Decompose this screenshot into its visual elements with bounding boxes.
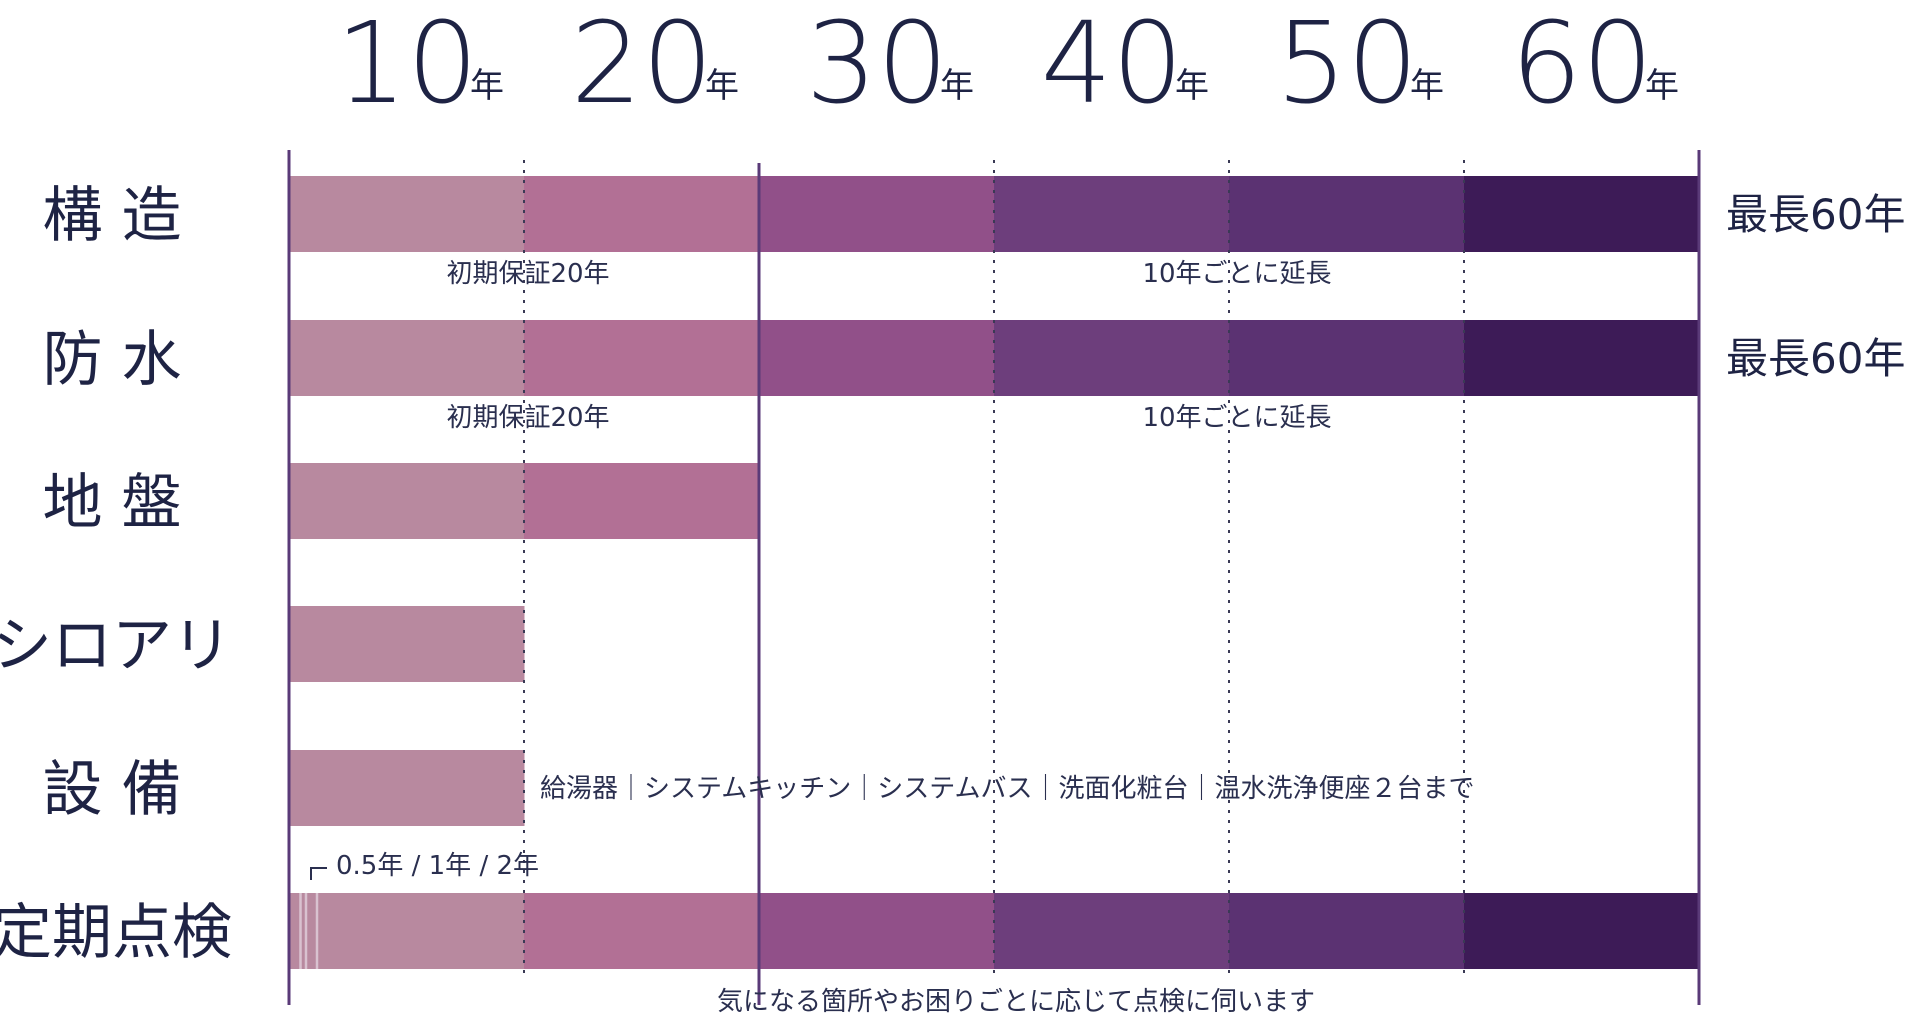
extension-note: 10年ごとに延長: [1142, 259, 1331, 289]
bar-segment: [289, 176, 525, 252]
year-unit-label: 年: [1410, 66, 1444, 106]
bracket-icon: [310, 867, 327, 880]
grid-layer: [523, 160, 1465, 980]
bar-segment: [994, 893, 1230, 969]
bar-segment: [1464, 176, 1700, 252]
bar-segment: [524, 176, 760, 252]
bar-segment: [289, 750, 525, 826]
bar-segment: [1229, 176, 1465, 252]
initial-warranty-note: 初期保証20年: [446, 259, 609, 289]
max-period-label: 最長60年: [1726, 334, 1905, 383]
bar-segment: [289, 606, 525, 682]
category-label: 防 水: [42, 325, 181, 395]
bar-segment: [524, 320, 760, 396]
inspection-note: 気になる箇所やお困りごとに応じて点検に伺います: [717, 987, 1315, 1017]
year-unit-label: 年: [470, 66, 504, 106]
category-label: 定期点検: [0, 898, 232, 968]
category-label: シロアリ: [0, 611, 232, 681]
year-tick-label: 10: [336, 0, 479, 129]
bar-segment: [759, 320, 995, 396]
bar-segment: [1229, 893, 1465, 969]
bar-segment: [289, 893, 525, 969]
bar-segment: [759, 893, 995, 969]
extension-note: 10年ごとに延長: [1142, 403, 1331, 433]
year-unit-label: 年: [1175, 66, 1209, 106]
bars-layer: [289, 176, 1700, 969]
bar-segment: [994, 320, 1230, 396]
bar-segment: [524, 893, 760, 969]
equipment-list-note: 給湯器｜システムキッチン｜システムバス｜洗面化粧台｜温水洗浄便座２台まで: [540, 774, 1474, 804]
bar-segment: [1464, 893, 1700, 969]
year-tick-label: 40: [1041, 0, 1184, 129]
year-tick-label: 30: [806, 0, 949, 129]
year-unit-label: 年: [705, 66, 739, 106]
category-label: 地 盤: [42, 468, 181, 538]
year-tick-label: 50: [1276, 0, 1419, 129]
bar-segment: [289, 320, 525, 396]
axis-layer: [287, 150, 1701, 1005]
category-label: 構 造: [42, 181, 181, 251]
category-label: 設 備: [42, 755, 181, 825]
bar-segment: [289, 463, 525, 539]
max-period-label: 最長60年: [1726, 190, 1905, 239]
inspection-interval-note: 0.5年 / 1年 / 2年: [336, 851, 539, 881]
bar-segment: [1229, 320, 1465, 396]
bar-segment: [1464, 320, 1700, 396]
initial-warranty-note: 初期保証20年: [446, 403, 609, 433]
bar-segment: [759, 176, 995, 252]
year-unit-label: 年: [1645, 66, 1679, 106]
year-tick-label: 20: [571, 0, 714, 129]
bar-segment: [994, 176, 1230, 252]
bar-segment: [524, 463, 760, 539]
year-unit-label: 年: [940, 66, 974, 106]
year-tick-label: 60: [1511, 0, 1654, 129]
